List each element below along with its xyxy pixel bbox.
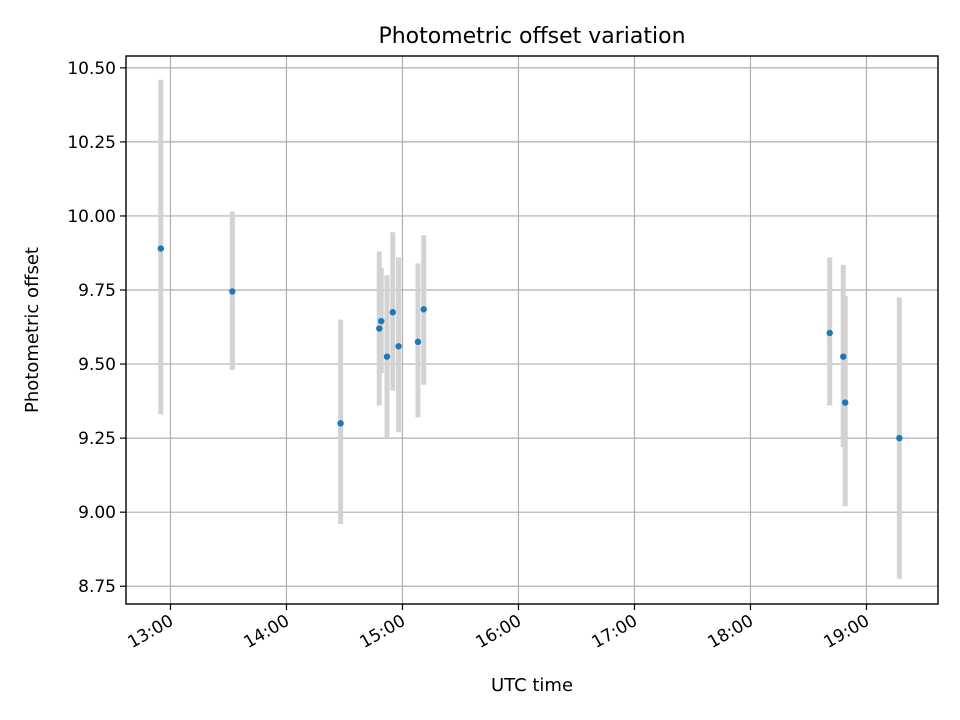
data-point: [395, 343, 402, 350]
data-point: [842, 399, 849, 406]
data-point: [383, 353, 391, 360]
data-point: [229, 288, 236, 295]
data-point: [157, 245, 164, 252]
y-tick-label: 9.75: [78, 281, 116, 301]
y-tick-label: 10.25: [67, 133, 116, 153]
y-tick-label: 10.00: [67, 207, 116, 227]
data-point: [378, 317, 385, 325]
data-point: [414, 338, 422, 346]
data-point: [826, 329, 833, 337]
data-point: [337, 420, 344, 427]
y-tick-label: 9.25: [78, 429, 116, 449]
data-point: [376, 325, 383, 332]
data-point: [840, 353, 847, 360]
plot-frame: [125, 55, 939, 605]
y-axis-label: Photometric offset: [22, 247, 43, 413]
y-tick-label: 8.75: [78, 577, 116, 597]
x-axis-label: UTC time: [491, 675, 573, 696]
y-tick-label: 10.50: [67, 59, 116, 79]
data-point: [420, 306, 427, 313]
y-tick-label: 9.00: [78, 503, 116, 523]
grid-lines: [126, 56, 938, 604]
chart-title: Photometric offset variation: [378, 24, 685, 49]
data-point: [896, 434, 903, 442]
y-tick-label: 9.50: [78, 355, 116, 375]
data-point: [389, 309, 396, 316]
data-points: [157, 245, 903, 442]
